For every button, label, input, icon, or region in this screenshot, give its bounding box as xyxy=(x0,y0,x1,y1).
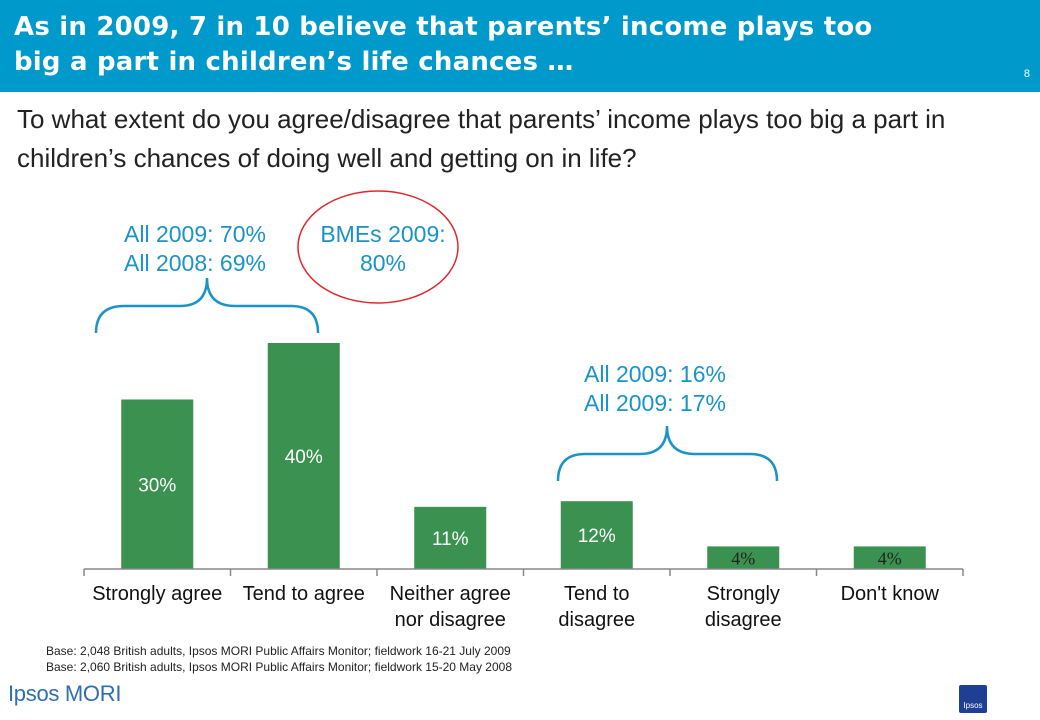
disagree-total-a: All 2009: 16% xyxy=(584,361,726,387)
disagree-total-b: All 2009: 17% xyxy=(584,390,726,416)
bar-value-label: 4% xyxy=(878,549,902,569)
category-label: Tend to agree xyxy=(243,583,365,605)
response-bar-chart: 30% 40% 11% 12% 4% 4% Strongly agree Tend to a… xyxy=(83,190,964,631)
bar-4 xyxy=(707,546,780,569)
footnote: Base: 2,048 British adults, Ipsos MORI P… xyxy=(46,643,512,675)
ipsos-mori-logo: Ipsos MORI xyxy=(8,681,122,706)
footnote-base-2009: Base: 2,048 British adults, Ipsos MORI P… xyxy=(46,644,511,658)
bar-value-label: 30% xyxy=(138,475,176,496)
category-label: Don't know xyxy=(841,583,940,605)
bar-0 xyxy=(121,399,194,569)
bar-value-label: 40% xyxy=(285,447,323,468)
category-label: Neither agree xyxy=(390,583,511,605)
footnote-base-2008: Base: 2,060 British adults, Ipsos MORI P… xyxy=(46,660,512,674)
bme-highlight-circle xyxy=(297,190,459,304)
agree-total-2008: All 2008: 69% xyxy=(124,250,266,276)
bar-1 xyxy=(267,343,340,569)
agree-total-2009: All 2009: 70% xyxy=(124,221,266,247)
category-label: Strongly xyxy=(707,583,780,605)
bars-group: 30% 40% 11% 12% 4% 4% xyxy=(121,343,926,569)
category-label: disagree xyxy=(705,609,782,631)
category-label: disagree xyxy=(558,609,635,631)
bme-callout: BMEs 2009: 80% xyxy=(308,220,458,278)
title-banner: As in 2009, 7 in 10 believe that parents… xyxy=(0,0,1040,92)
bar-value-label: 12% xyxy=(578,526,616,547)
page-number: 8 xyxy=(1023,68,1030,80)
bar-value-label: 4% xyxy=(731,549,755,569)
ipsos-brand-text: Ipsos xyxy=(963,701,983,710)
bar-5 xyxy=(853,546,926,569)
bar-2 xyxy=(414,506,487,569)
category-label: Tend to xyxy=(564,583,630,605)
slide-title: As in 2009, 7 in 10 believe that parents… xyxy=(14,12,873,77)
bar-3 xyxy=(560,501,633,569)
bar-value-label: 11% xyxy=(432,529,469,550)
agree-bracket xyxy=(94,277,320,334)
bme-label: BMEs 2009: xyxy=(320,221,446,247)
disagree-bracket xyxy=(556,425,779,482)
x-axis: Strongly agree Tend to agree Neither agree… xyxy=(83,568,964,631)
category-label: nor disagree xyxy=(395,609,506,631)
agree-totals-callout: All 2009: 70% All 2008: 69% xyxy=(124,220,266,278)
category-label: Strongly agree xyxy=(92,583,222,605)
survey-question: To what extent do you agree/disagree tha… xyxy=(17,104,946,173)
bme-value: 80% xyxy=(359,250,407,276)
ipsos-brand-icon: Ipsos xyxy=(959,685,987,713)
disagree-totals-callout: All 2009: 16% All 2009: 17% xyxy=(584,360,726,418)
